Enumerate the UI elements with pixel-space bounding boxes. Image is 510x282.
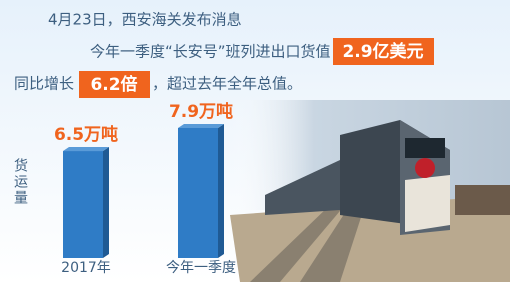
x-tick-label: 2017年: [61, 260, 111, 276]
highlight-text: 6.2倍: [90, 74, 137, 95]
infographic: 4月23日，西安海关发布消息 今年一季度“长安号”班列进出口货值 2.9亿美元 …: [0, 0, 510, 282]
x-tick-label: 今年一季度: [166, 260, 236, 276]
y-axis-label: 货运量: [12, 157, 28, 206]
headline-line: 同比增长: [14, 75, 74, 93]
highlight-text: 2.9亿美元: [342, 41, 423, 62]
headline-line: 4月23日，西安海关发布消息: [48, 11, 242, 29]
value-label: 7.9万吨: [169, 101, 233, 122]
bar: [178, 128, 218, 258]
bar-top: [63, 147, 109, 151]
train-scene: [230, 100, 510, 282]
headline-line: ，超过去年全年总值。: [152, 75, 302, 93]
bar-side: [103, 147, 109, 258]
y-axis-label: 货运量: [12, 157, 28, 206]
value-label: 6.5万吨: [54, 124, 118, 145]
bar: [63, 151, 103, 258]
headline-line: 今年一季度“长安号”班列进出口货值: [90, 43, 331, 61]
bar-top: [178, 124, 224, 128]
bar-side: [218, 124, 224, 258]
